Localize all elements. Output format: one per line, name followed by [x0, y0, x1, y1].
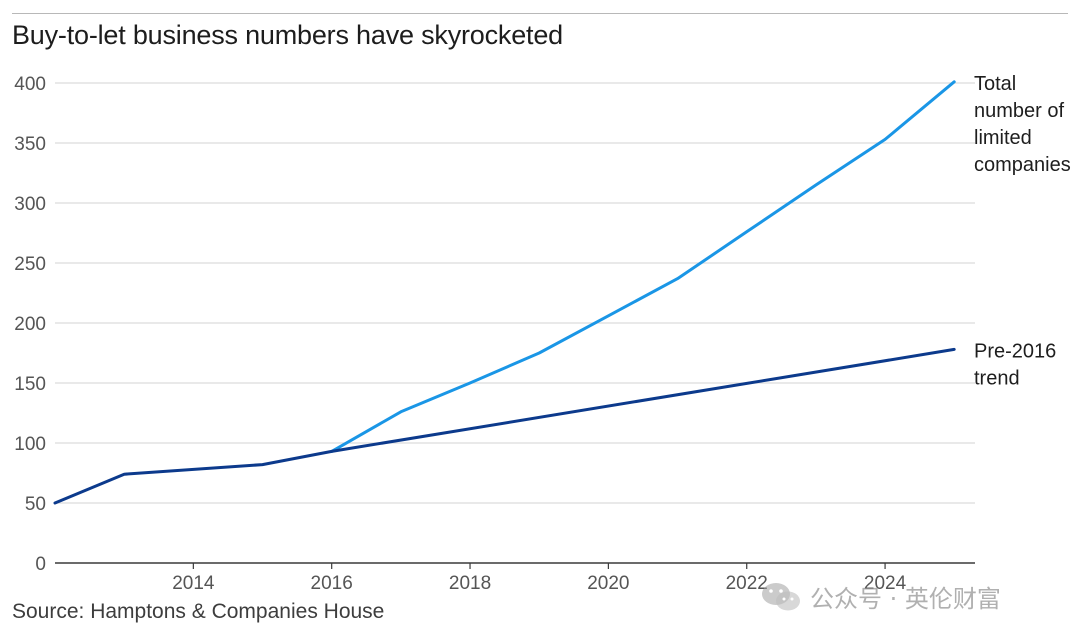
y-tick-label-300: 300 [14, 194, 46, 215]
series-label-0-line-1: number of [974, 100, 1064, 122]
x-tick-label-2018: 2018 [449, 573, 491, 594]
series-label-1-line-1: trend [974, 367, 1020, 389]
series-line-0 [330, 80, 956, 453]
axes [55, 562, 975, 569]
series-label-1: Pre-2016 trend [974, 340, 1056, 389]
y-tick-label-0: 0 [35, 554, 46, 575]
tick-labels: 0 50 100 150 200 250 300 350 400 2014 2016 2018 2020… [14, 74, 906, 594]
series-label-0-line-0: Total [974, 73, 1016, 95]
series-line-1 [53, 347, 956, 505]
x-tick-label-2022: 2022 [726, 573, 768, 594]
x-tick-label-2024: 2024 [864, 573, 907, 594]
series-label-1-line-0: Pre-2016 [974, 340, 1056, 362]
wechat-icon [762, 582, 800, 610]
x-tick-label-2014: 2014 [172, 573, 215, 594]
chart-title: Buy-to-let business numbers have skyrock… [12, 20, 563, 50]
series-label-0-line-3: companies [974, 154, 1071, 176]
y-tick-label-200: 200 [14, 314, 46, 335]
series-labels: Total number of limited companies Pre-2016 tr… [974, 73, 1071, 390]
y-tick-label-150: 150 [14, 374, 46, 395]
top-rule [12, 13, 1068, 14]
y-tick-label-400: 400 [14, 74, 46, 95]
x-tick-label-2020: 2020 [587, 573, 629, 594]
y-tick-label-350: 350 [14, 134, 46, 155]
gridlines [55, 82, 975, 504]
series-label-0-line-2: limited [974, 127, 1032, 149]
y-tick-label-100: 100 [14, 434, 46, 455]
watermark: 公众号 · 英伦财富 [760, 579, 1001, 614]
source-note: Source: Hamptons & Companies House [12, 600, 385, 623]
y-tick-label-50: 50 [25, 494, 46, 515]
y-tick-label-250: 250 [14, 254, 46, 275]
series-lines [53, 80, 956, 505]
series-label-0: Total number of limited companies [974, 73, 1071, 176]
watermark-text: 公众号 · 英伦财富 [810, 585, 1001, 613]
x-tick-label-2016: 2016 [311, 573, 353, 594]
